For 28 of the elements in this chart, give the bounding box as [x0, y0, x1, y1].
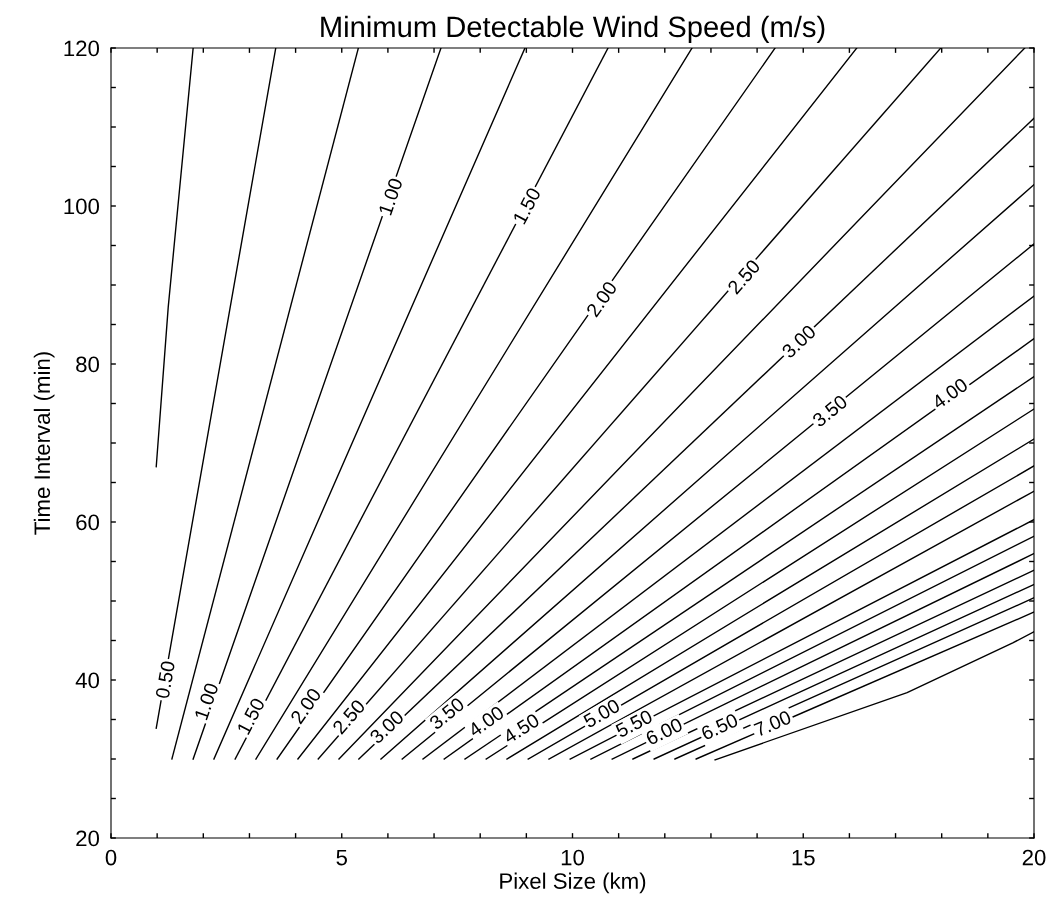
annotation: 3.50 — [811, 394, 849, 428]
annotation: 3.00 — [368, 709, 405, 745]
x-tick-label: 15 — [792, 849, 815, 866]
chart-title: Minimum Detectable Wind Speed (m/s) — [321, 15, 825, 43]
x-tick-label: 5 — [336, 849, 347, 866]
x-tick-label: 10 — [561, 849, 584, 866]
annotation: 3.00 — [780, 323, 817, 359]
x-tick-label: 20 — [1022, 849, 1046, 866]
annotation: 6.50 — [700, 712, 739, 741]
annotation: 4.00 — [930, 377, 969, 410]
y-tick-label: 20 — [76, 830, 100, 847]
y-tick-label: 40 — [75, 672, 100, 689]
x-axis-title: Pixel Size (km) — [500, 872, 646, 894]
annotation: 1.50 — [512, 186, 542, 225]
annotation: 3.50 — [428, 696, 466, 731]
annotation: 1.50 — [236, 697, 266, 735]
annotation: 4.50 — [502, 712, 541, 745]
y-axis-title: Time Interval (min) — [33, 352, 55, 535]
y-tick-label: 100 — [64, 198, 100, 215]
annotation: 4.00 — [467, 705, 505, 738]
y-tick-label: 80 — [76, 356, 100, 373]
x-tick-label: 0 — [105, 849, 117, 866]
annotation: 0.50 — [155, 660, 176, 699]
y-tick-label: 120 — [64, 40, 100, 57]
y-tick-label: 60 — [76, 514, 100, 531]
annotation: 1.00 — [194, 682, 219, 721]
annotation: 1.00 — [378, 177, 403, 216]
annotation: 7.00 — [753, 709, 792, 737]
